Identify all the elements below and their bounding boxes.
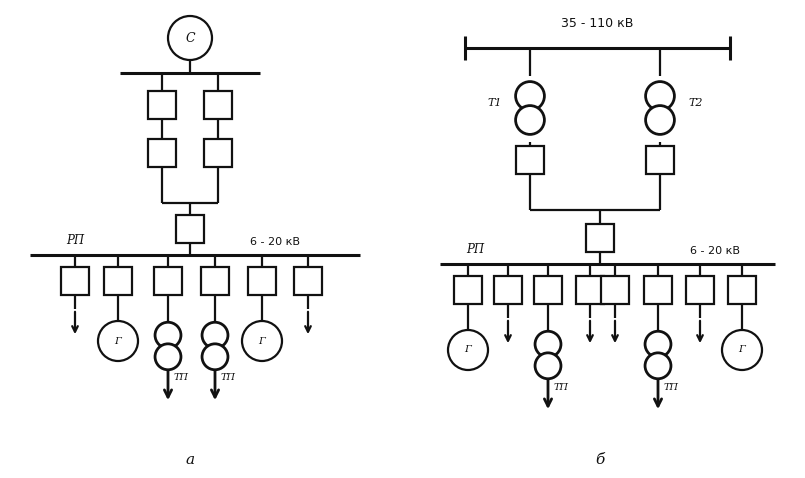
Bar	[104, 267, 132, 295]
Bar	[646, 146, 674, 174]
Bar	[204, 91, 232, 119]
Circle shape	[242, 321, 282, 361]
Circle shape	[535, 331, 561, 357]
Bar	[201, 267, 229, 295]
Bar	[148, 91, 176, 119]
Text: Г: Г	[464, 346, 472, 355]
Circle shape	[155, 344, 181, 370]
Circle shape	[98, 321, 138, 361]
Text: РП: РП	[466, 243, 484, 256]
Text: Г: Г	[258, 337, 266, 346]
Bar	[576, 276, 604, 304]
Bar	[494, 276, 522, 304]
Bar	[644, 276, 672, 304]
Bar	[248, 267, 276, 295]
Circle shape	[202, 322, 228, 348]
Bar	[204, 139, 232, 167]
Text: б: б	[596, 453, 605, 467]
Circle shape	[646, 106, 675, 134]
Bar	[148, 139, 176, 167]
Bar	[601, 276, 629, 304]
Bar	[534, 276, 562, 304]
Bar	[61, 267, 89, 295]
Bar	[454, 276, 482, 304]
Circle shape	[515, 106, 544, 134]
Circle shape	[155, 322, 181, 348]
Text: ТП: ТП	[554, 382, 569, 391]
Bar	[728, 276, 756, 304]
Circle shape	[168, 16, 212, 60]
Text: Г: Г	[114, 337, 122, 346]
Bar	[294, 267, 322, 295]
Circle shape	[535, 353, 561, 379]
Circle shape	[646, 82, 675, 110]
Text: 6 - 20 кВ: 6 - 20 кВ	[250, 237, 300, 247]
Circle shape	[722, 330, 762, 370]
Text: Т2: Т2	[688, 98, 703, 108]
Text: Т1: Т1	[488, 98, 502, 108]
Bar	[516, 146, 544, 174]
Text: ТП: ТП	[221, 373, 236, 382]
Text: 6 - 20 кВ: 6 - 20 кВ	[690, 246, 740, 256]
Text: С: С	[185, 32, 195, 44]
Text: 35 - 110 кВ: 35 - 110 кВ	[561, 17, 634, 30]
Text: ТП: ТП	[664, 382, 679, 391]
Circle shape	[202, 344, 228, 370]
Circle shape	[515, 82, 544, 110]
Circle shape	[645, 331, 671, 357]
Bar	[154, 267, 182, 295]
Text: Г: Г	[738, 346, 745, 355]
Text: а: а	[185, 453, 195, 467]
Bar	[586, 224, 614, 252]
Circle shape	[645, 353, 671, 379]
Text: РП: РП	[66, 234, 84, 247]
Text: ТП: ТП	[174, 373, 189, 382]
Bar	[176, 215, 204, 243]
Bar	[686, 276, 714, 304]
Circle shape	[448, 330, 488, 370]
